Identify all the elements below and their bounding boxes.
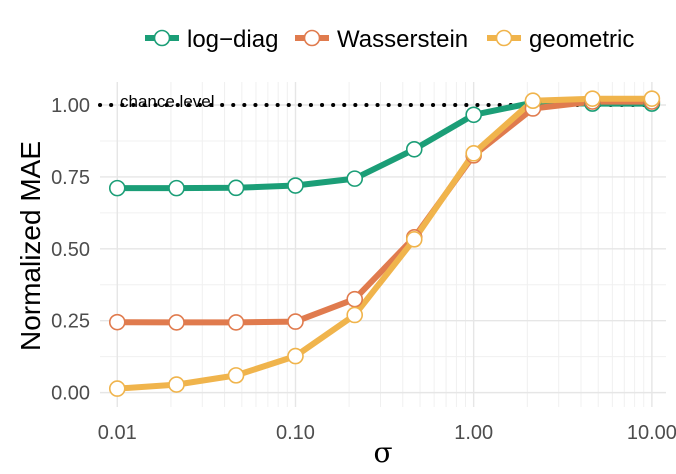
data-point [346, 170, 364, 187]
y-axis-ticks: 0.00 0.25 0.50 0.75 1.00 [51, 95, 90, 405]
chance-level-label: chance level [120, 92, 215, 111]
data-point [108, 380, 126, 397]
data-point [227, 314, 245, 331]
legend-key-point [303, 29, 321, 47]
data-point [227, 179, 245, 197]
data-point [346, 290, 364, 308]
data-point [108, 179, 126, 197]
legend: log−diag Wasserstein geometric [145, 26, 634, 53]
series-line-2 [114, 95, 655, 392]
legend-key-point [495, 29, 513, 47]
data-point [108, 313, 126, 331]
series-points [108, 90, 661, 397]
legend-label: Wasserstein [337, 26, 468, 53]
legend-label: log−diag [187, 26, 278, 53]
x-tick-label: 0.01 [98, 422, 137, 444]
x-axis-title: σ [373, 436, 392, 469]
series-line-1 [114, 98, 655, 326]
grid [100, 82, 666, 407]
data-point [168, 179, 185, 197]
y-tick-label: 0.50 [51, 239, 90, 261]
data-point [287, 177, 304, 194]
series-line-0 [114, 99, 655, 192]
data-point [346, 306, 364, 324]
x-tick-label: 0.10 [276, 422, 315, 444]
data-point [287, 347, 304, 365]
y-tick-label: 0.00 [51, 383, 90, 405]
x-axis-ticks: 0.01 0.10 1.00 10.00 [98, 422, 676, 444]
data-point [405, 141, 423, 158]
data-point [168, 314, 185, 331]
y-axis-title: Normalized MAE [15, 141, 46, 351]
y-tick-label: 0.25 [51, 311, 90, 333]
data-point [465, 145, 482, 162]
legend-label: geometric [529, 26, 634, 53]
x-tick-label: 1.00 [454, 422, 493, 444]
y-tick-label: 1.00 [51, 95, 90, 117]
legend-key-point [153, 29, 171, 47]
data-point [168, 376, 185, 393]
series-lines [114, 95, 655, 392]
data-point [227, 367, 245, 384]
data-point [405, 231, 423, 248]
data-point [584, 90, 601, 107]
data-point [643, 90, 661, 107]
data-point [524, 92, 542, 109]
data-point [465, 106, 482, 124]
y-tick-label: 0.75 [51, 167, 90, 189]
data-point [287, 313, 304, 330]
x-tick-label: 10.00 [627, 422, 676, 444]
